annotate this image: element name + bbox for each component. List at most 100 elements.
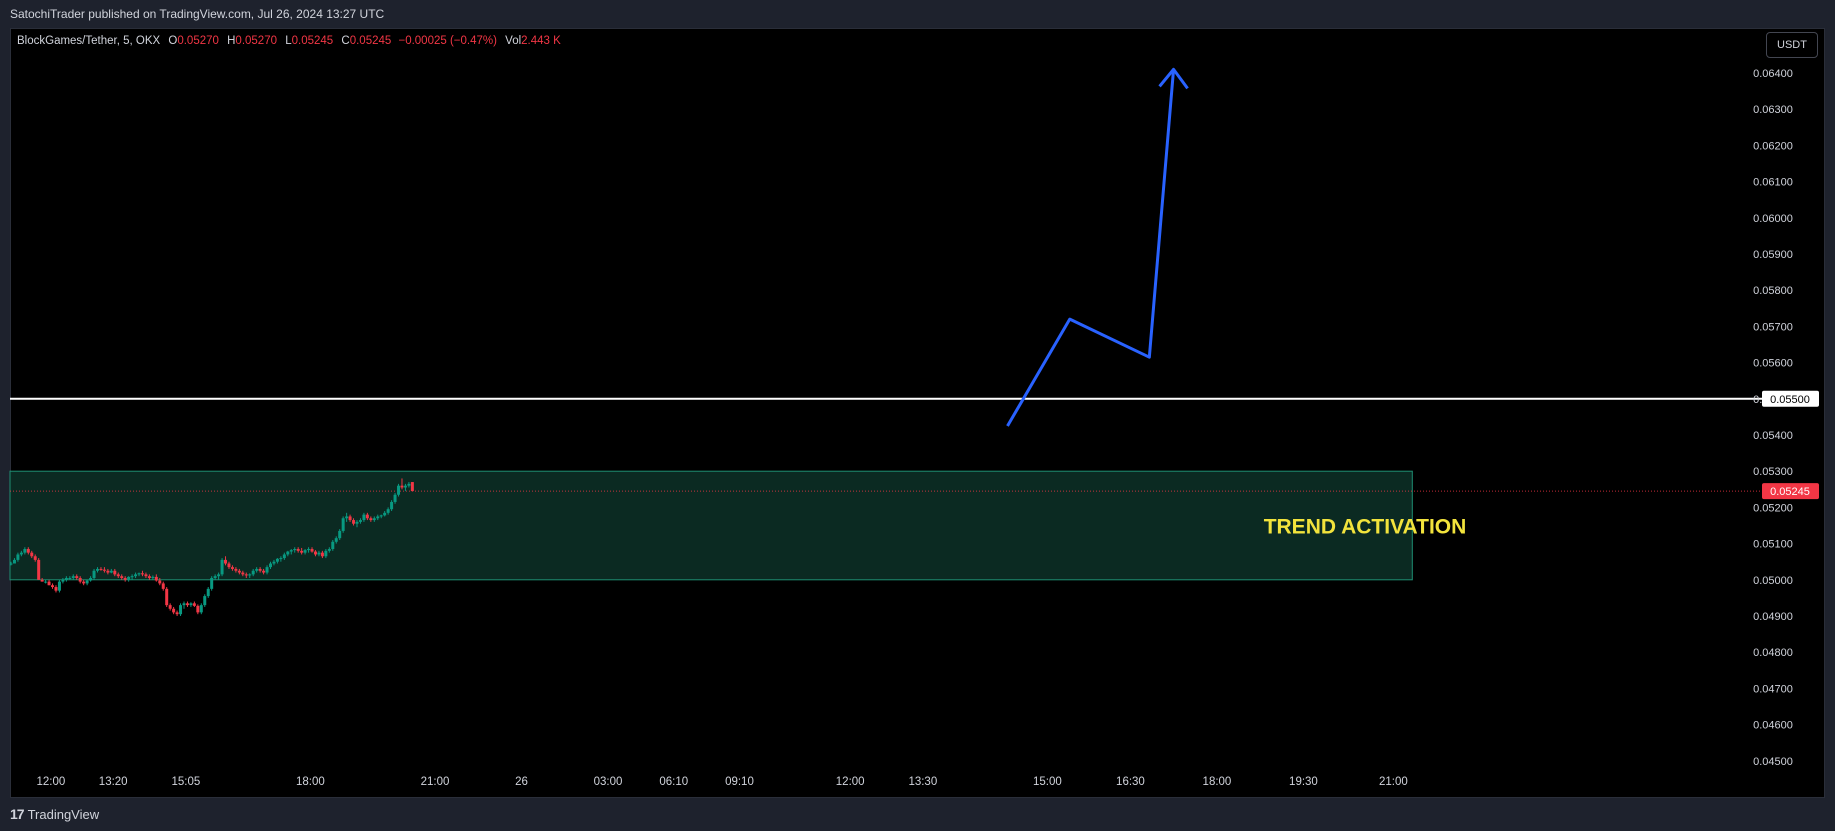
candle-body [230,567,234,569]
candle-body [189,603,193,606]
candle-body [64,577,68,580]
candle-body [358,520,362,522]
candle-body [120,576,124,578]
y-tick-label: 0.06200 [1753,140,1793,152]
candle-body [102,569,106,571]
currency-button[interactable]: USDT [1766,32,1818,58]
candle-body [244,574,248,576]
candle-body [289,550,293,552]
candle-body [265,567,269,573]
candle-body [47,581,51,586]
candle-body [286,551,290,555]
tradingview-logo[interactable]: 17 TradingView [10,806,99,822]
candle-body [37,559,41,580]
candle-body [165,588,169,606]
candle-body [334,538,338,542]
y-tick-label: 0.06300 [1753,104,1793,116]
high-label: H [227,35,236,47]
candle-body [296,549,300,551]
candle-body [352,520,356,524]
candle-body [369,518,373,521]
candle-body [203,596,207,606]
candle-body [89,577,93,581]
candle-body [185,603,189,606]
candle-body [220,559,224,575]
candle-body [127,576,131,580]
footer-bar [0,798,1835,831]
candle-body [324,550,328,557]
last-price-tag [1762,483,1819,500]
candle-body [144,574,148,577]
candle-body [224,559,228,564]
candle-body [345,516,349,519]
candle-body [331,541,335,550]
candle-body [109,570,113,573]
candle-body [158,580,162,584]
candle-body [365,514,369,519]
candle-body [192,603,196,606]
y-tick-label: 0.05600 [1753,358,1793,370]
candle-body [137,573,141,575]
candle-body [383,512,387,516]
x-tick-label: 19:30 [1289,776,1318,788]
candle-body [172,608,176,613]
low-value: 0.05245 [291,35,334,47]
close-value: 0.05245 [349,35,392,47]
candle-body [30,552,34,557]
candle-body [26,549,30,553]
publisher-text: SatochiTrader published on TradingView.c… [10,7,385,21]
candle-body [68,577,72,579]
candle-body [320,552,324,557]
x-tick-label: 21:00 [1379,776,1408,788]
candle-body [134,574,138,577]
candle-body [300,550,304,553]
candle-body [140,573,144,575]
candle-body [262,570,266,573]
candle-body [61,579,65,582]
candle-body [275,558,279,562]
candle-body [161,583,165,589]
y-tick-label: 0.04900 [1753,611,1793,623]
x-tick-label: 03:00 [594,776,623,788]
candle-body [9,563,13,565]
publisher-bar: SatochiTrader published on TradingView.c… [0,0,1835,28]
candle-body [12,559,16,564]
candle-body [379,515,383,517]
x-tick-label: 18:00 [296,776,325,788]
y-tick-label: 0.06400 [1753,68,1793,80]
candle-body [227,563,231,568]
candle-body [341,518,345,531]
candle-body [210,577,214,589]
symbol-name: BlockGames/Tether, 5, OKX [17,35,161,47]
candle-body [317,552,321,555]
level-price-label: 0.05500 [1770,394,1810,406]
candle-body [279,558,283,560]
candle-body [51,585,55,588]
candle-body [123,577,127,580]
x-tick-label: 09:10 [725,776,754,788]
candle-body [348,516,352,521]
candle-body [338,530,342,539]
change-value: −0.00025 (−0.47%) [398,35,497,47]
x-tick-label: 18:00 [1203,776,1232,788]
candle-body [258,568,262,571]
candle-body [390,501,394,510]
projection-path [1006,69,1176,427]
candle-body [44,581,48,583]
candle-body [355,521,359,524]
candle-body [147,576,151,578]
candle-body [217,574,221,577]
candle-body [199,605,203,613]
x-tick-label: 21:00 [421,776,450,788]
chart-frame[interactable] [10,28,1825,798]
candle-body [71,576,75,578]
candle-body [282,554,286,559]
y-tick-label: 0.05700 [1753,321,1793,333]
candle-body [151,576,155,578]
symbol-legend: BlockGames/Tether, 5, OKX O0.05270 H0.05… [17,35,561,47]
candle-body [96,568,99,571]
x-tick-label: 13:30 [908,776,937,788]
candle-body [234,568,238,571]
x-tick-label: 06:10 [659,776,688,788]
